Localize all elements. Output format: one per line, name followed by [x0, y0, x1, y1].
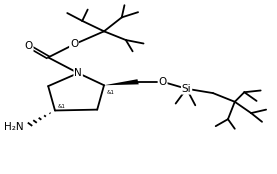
Text: O: O: [70, 39, 78, 49]
Polygon shape: [104, 79, 139, 85]
Text: H₂N: H₂N: [4, 122, 24, 132]
Text: O: O: [24, 41, 33, 51]
Text: &1: &1: [57, 104, 65, 109]
Text: &1: &1: [107, 90, 115, 96]
Text: N: N: [74, 68, 82, 78]
Text: Si: Si: [182, 84, 191, 94]
Text: O: O: [158, 77, 167, 87]
